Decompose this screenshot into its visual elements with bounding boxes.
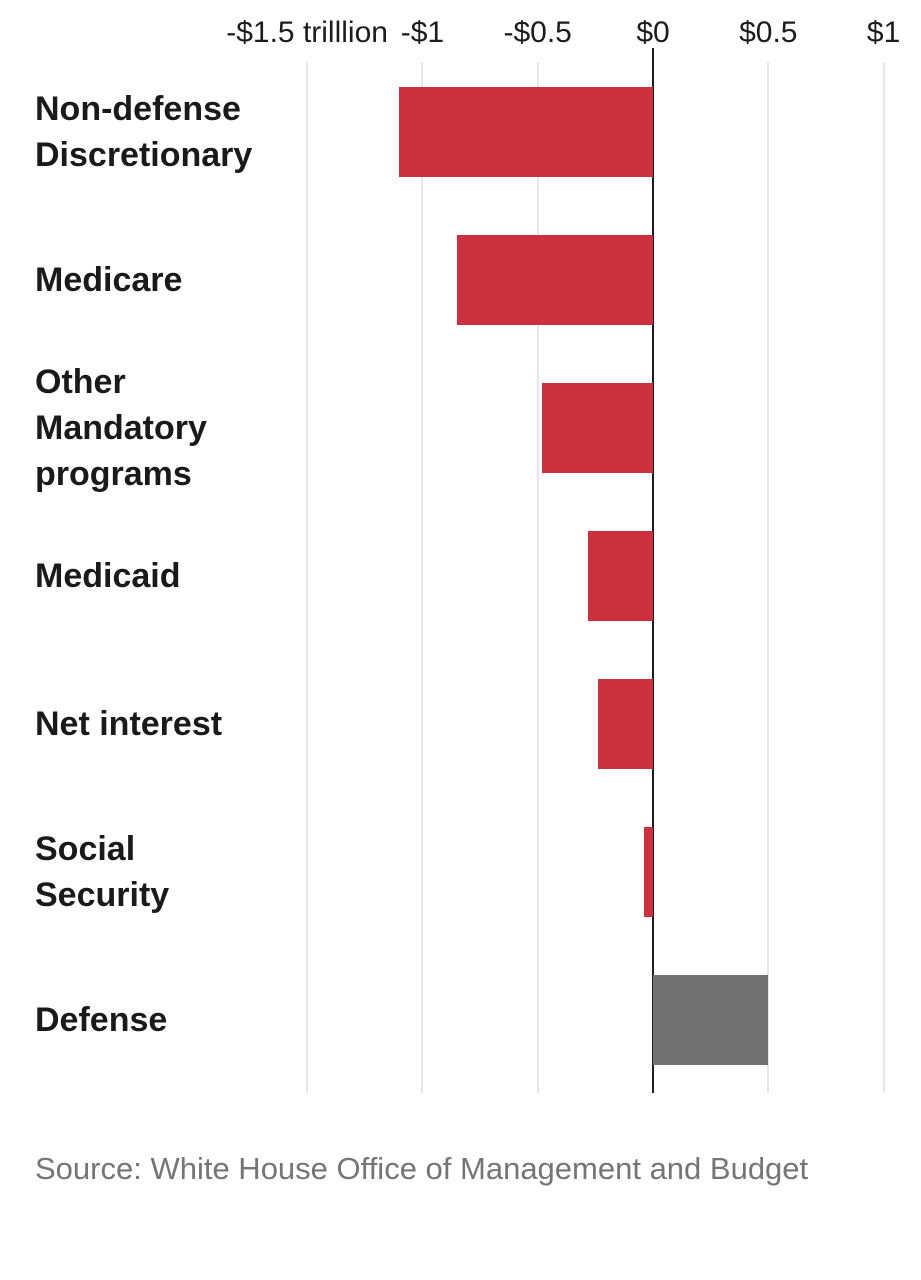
category-label-defense: Defense <box>35 1001 168 1039</box>
x-axis-tick-label-1: $1 <box>866 16 901 49</box>
category-label-other-mandatory-programs: Other Mandatory programs <box>35 363 207 493</box>
x-axis-tick-label-0.5: $0.5 <box>739 16 798 49</box>
bar-social-security <box>643 827 653 917</box>
bar-other-mandatory-programs <box>542 383 653 473</box>
gridline--0.5 <box>536 62 539 1093</box>
bar-medicare <box>456 235 653 325</box>
x-axis-tick-label--1: -$1 <box>400 16 445 49</box>
bar-medicaid <box>588 531 653 621</box>
gridline-0.5 <box>767 62 770 1093</box>
x-axis-tick-label--0.5: -$0.5 <box>503 16 572 49</box>
bar-defense <box>653 975 769 1065</box>
gridline-1 <box>882 62 885 1093</box>
bar-net-interest <box>597 679 653 769</box>
category-label-social-security: Social Security <box>35 830 170 914</box>
gridline--1.5 <box>306 62 309 1093</box>
x-axis-tick-label-0: $0 <box>636 16 670 49</box>
category-label-net-interest: Net interest <box>35 705 223 743</box>
source-attribution: Source: White House Office of Management… <box>35 1151 809 1186</box>
category-label-medicaid: Medicaid <box>35 557 181 595</box>
category-label-medicare: Medicare <box>35 261 183 299</box>
x-axis-tick-label--1.5: -$1.5 trilllion <box>226 16 388 49</box>
gridline--1 <box>421 62 424 1093</box>
zero-axis-line <box>652 48 654 1093</box>
bar-non-defense-discretionary <box>399 87 653 177</box>
category-label-non-defense-discretionary: Non-defense Discretionary <box>35 90 253 174</box>
